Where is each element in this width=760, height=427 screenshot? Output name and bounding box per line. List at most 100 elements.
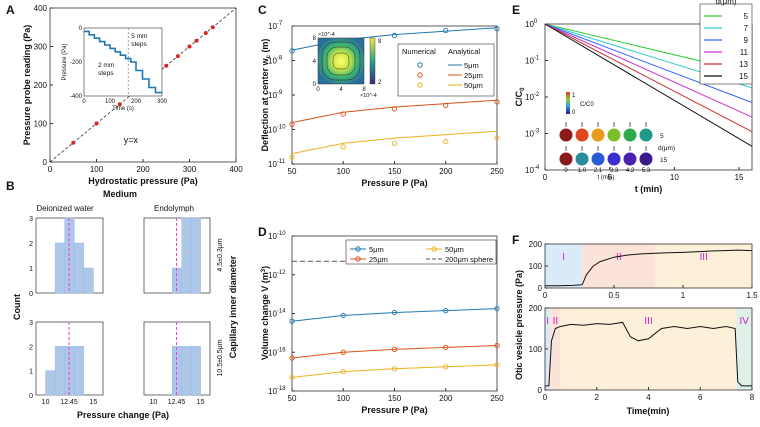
data-point-a [175, 54, 180, 59]
vesicle-dot-top [559, 128, 573, 142]
inset-annotation-2mm-b: steps [98, 70, 114, 77]
dot-colorbar [566, 92, 570, 114]
y-tick-label-C: 10-9 [268, 90, 283, 100]
phase-label: III [644, 316, 652, 327]
legend-marker-c [417, 72, 423, 78]
dot-row-top-d: 5 [660, 133, 664, 140]
heatmap-contour [321, 41, 361, 81]
legend-box-e [699, 3, 753, 85]
legend-label-e: 13 [739, 60, 748, 69]
phase-label: III [700, 252, 708, 263]
x-tick-label-a: 300 [183, 165, 197, 174]
y-tick-label-f: 0 [538, 284, 543, 293]
phase-region [545, 244, 583, 288]
numerical-point-C [391, 32, 398, 38]
heatmap-colorbar [369, 37, 376, 85]
data-point-a [117, 102, 122, 107]
y-tick-label-e: 10-1 [525, 56, 540, 66]
data-point-a [71, 140, 76, 145]
inset-x-label: Time (s) [112, 106, 134, 112]
row-label-10.5: 10.5±0.5μm [217, 339, 224, 376]
y-tick-b: 1 [29, 369, 33, 376]
x-tick-b: 12.45 [60, 399, 78, 406]
legend-box-d [345, 239, 497, 265]
panel-label-D: D [258, 225, 267, 239]
numerical-point-D [289, 374, 295, 381]
numerical-point-D [443, 307, 449, 314]
x-tick-label-f: 8 [750, 393, 755, 402]
numerical-point-C [340, 111, 346, 117]
x-tick-label-f: 2 [595, 393, 600, 402]
histogram-bar [45, 370, 56, 396]
x-tick-label-e: 5 [607, 173, 612, 182]
y-tick-label-f: 200 [529, 240, 543, 249]
legend-label-d: 50μm [445, 245, 464, 254]
inset-y-tick: -400 [70, 94, 83, 100]
y-tick-label-a: 300 [34, 43, 48, 52]
y-tick-label-a: 100 [34, 120, 48, 129]
heatmap-x-tick: 0 [316, 87, 320, 93]
data-point-a [164, 63, 169, 68]
x-tick-label-a: 200 [136, 165, 150, 174]
dot-time-label: 2.1 [594, 168, 603, 174]
y-tick-label-e: 100 [525, 19, 538, 29]
y-tick-label-f: 200 [529, 304, 543, 313]
phase-region [736, 308, 752, 390]
legend-label-c: 25μm [464, 71, 483, 80]
x-axis-label-f: Time(min) [627, 406, 670, 416]
data-point-a [203, 31, 208, 36]
inset-annotation-5mm-b: steps [131, 41, 147, 48]
phase-label: II [616, 252, 622, 263]
decay-line [544, 23, 753, 133]
y-tick-label-D: 10-18 [268, 386, 286, 396]
decay-line [544, 23, 753, 118]
x-axis-label-b: Pressure change (Pa) [77, 410, 169, 420]
x-tick-label-e: 10 [670, 173, 679, 182]
x-tick-label-f: 1.5 [746, 291, 758, 300]
panel-label-B: B [6, 179, 15, 193]
heatmap-x-exponent: ×10^-4 [360, 93, 377, 99]
histogram-bar [74, 346, 85, 396]
x-tick-label-D: 50 [288, 394, 297, 403]
y-tick-label-e: 10-4 [525, 165, 540, 175]
dot-time-label: 4.2 [626, 168, 635, 174]
dot-side-label: d(μm) [658, 145, 675, 152]
pressure-trace [545, 321, 752, 387]
x-tick-label-C: 250 [490, 167, 504, 176]
panel-label-F: F [512, 233, 519, 247]
x-tick-label-D: 200 [439, 394, 453, 403]
inset-step-line [84, 30, 162, 94]
inset-x-tick: 300 [157, 99, 168, 105]
y-tick-b: 0 [29, 291, 33, 298]
x-tick-label-a: 400 [229, 165, 243, 174]
histogram-bar [54, 242, 65, 294]
histogram-bar [190, 217, 201, 294]
pressure-trace [545, 249, 753, 287]
decay-line [544, 23, 753, 147]
y-tick-label-f: 100 [529, 345, 543, 354]
y-tick-b: 3 [29, 216, 33, 223]
y-axis-label-a: Pressure probe reading (Pa) [22, 25, 32, 146]
histogram-bar [181, 346, 192, 396]
row-label-4.5: 4.5±0.3μm [217, 238, 224, 271]
analytical-line-C [291, 99, 498, 124]
numerical-point-C [340, 144, 346, 150]
analytical-line-D [291, 308, 498, 322]
dot-colorbar-label: C/C0 [580, 102, 594, 108]
legend-label-e: 9 [744, 36, 749, 45]
inset-x-tick: 0 [82, 99, 86, 105]
y-tick-b: 2 [29, 344, 33, 351]
inset-x-tick: 100 [105, 99, 116, 105]
numerical-point-D [289, 318, 295, 324]
numerical-point-C [289, 121, 295, 127]
dot-colorbar-max: 1 [572, 93, 576, 99]
x-tick-label-f: 0 [543, 291, 548, 300]
dot-time-label: 5.3 [642, 168, 651, 174]
numerical-point-D [340, 349, 346, 355]
heatmap-y-tick: 8 [313, 36, 317, 42]
y-axis-label-f: Otic vesicle pressure (Pa) [514, 270, 524, 380]
legend-marker-d [355, 256, 361, 262]
heatmap-contour [332, 52, 350, 70]
x-tick-label-C: 50 [288, 167, 297, 176]
inset-x-tick: 200 [131, 99, 142, 105]
